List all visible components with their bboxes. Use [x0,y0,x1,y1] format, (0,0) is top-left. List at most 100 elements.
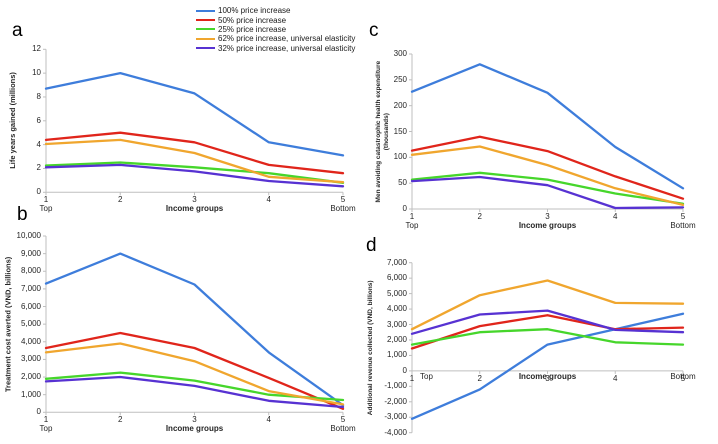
series-line-d-3 [410,328,685,346]
y-tick-label: -4,000 [384,427,407,437]
legend-label: 62% price increase, universal elasticity [218,34,356,44]
y-tick-label: 2,000 [386,334,407,344]
y-tick-label: -1,000 [384,381,407,391]
x-tick-label: 5 [680,211,686,221]
panel-letter-d: d [366,235,377,256]
series-line-a-2 [44,131,345,175]
x-tick-label: 2 [118,194,123,204]
y-tick-label: 8 [36,91,41,101]
panel-letter-c: c [369,20,379,41]
x-tick-label: 4 [613,211,618,221]
series-line-a-4 [44,138,345,184]
x-sublabel-top: Top [420,371,433,381]
y-tick-label: 3,000 [386,319,407,329]
y-tick-label: 4 [36,139,41,149]
series-line-c-5 [410,175,685,210]
x-axis-title: Income groups [165,423,224,433]
y-tick-label: 1,000 [20,389,41,399]
series-line-a-5 [44,163,345,188]
x-tick-label: 1 [409,211,415,221]
series-line-d-2 [410,314,685,350]
y-tick-label: 0 [36,187,41,197]
legend-label: 100% price increase [218,6,291,16]
series-line-d-4 [410,279,685,331]
legend-item: 62% price increase, universal elasticity [196,34,355,43]
y-tick-label: 6,000 [386,273,407,283]
x-sublabel-bottom: Bottom [330,423,356,433]
legend-color-line-icon [196,47,215,50]
y-tick-label: 150 [393,126,407,136]
legend-item: 32% price increase, universal elasticity [196,44,355,53]
y-tick-label: 4,000 [386,304,407,314]
x-tick-label: 3 [545,373,550,383]
series-line-a-3 [44,161,345,184]
x-tick-label: 2 [477,373,482,383]
x-sublabel-bottom: Bottom [670,220,696,230]
legend-item: 100% price increase [196,6,355,15]
x-tick-label: 3 [192,194,197,204]
legend-color-line-icon [196,9,215,12]
panel-letter-a: a [12,20,23,41]
x-tick-label: 1 [43,414,49,424]
x-sublabel-top: Top [39,203,53,213]
x-tick-label: 4 [613,373,618,383]
series-line-b-4 [44,342,345,406]
y-axis-title: Men avoiding catastrophic health expendi… [374,60,389,203]
x-axis-title: Income groups [165,203,224,213]
x-tick-label: 4 [266,414,271,424]
legend-color-line-icon [196,37,215,40]
y-tick-label: 5,000 [386,288,407,298]
panel-letter-b: b [17,204,28,225]
y-tick-label: 7,000 [20,283,41,293]
series-line-d-5 [410,309,685,335]
x-sublabel-bottom: Bottom [330,203,356,213]
y-tick-label: 10 [32,68,41,78]
y-tick-label: 9,000 [20,248,41,258]
x-tick-label: 2 [118,414,123,424]
x-sublabel-top: Top [405,220,419,230]
y-tick-label: 7,000 [386,257,407,267]
series-line-a-1 [44,71,345,157]
x-tick-label: 5 [340,414,346,424]
x-tick-label: 1 [43,194,49,204]
series-line-b-1 [44,252,345,407]
legend-label: 32% price increase, universal elasticity [218,43,356,53]
legend-color-line-icon [196,19,215,22]
y-tick-label: 6,000 [20,301,41,311]
y-tick-label: 0 [36,407,41,417]
y-tick-label: 200 [393,100,407,110]
x-tick-label: 5 [340,194,346,204]
y-axis-title: Additional revenue collected (VND, billi… [367,280,375,416]
y-tick-label: 10,000 [16,231,41,240]
y-tick-label: 100 [393,152,407,162]
y-tick-label: 4,000 [20,336,41,346]
chart-legend: 100% price increase 50% price increase 25%… [196,6,355,53]
legend-label: 25% price increase [218,24,287,34]
y-tick-label: 250 [393,74,407,84]
x-tick-label: 3 [545,211,550,221]
y-tick-label: 0 [402,365,407,375]
x-sublabel-bottom: Bottom [670,371,696,381]
y-tick-label: 5,000 [20,319,41,329]
legend-label: 50% price increase [218,15,287,25]
y-tick-label: 2 [36,163,41,173]
x-tick-label: 2 [477,211,482,221]
series-line-c-4 [410,145,685,207]
x-tick-label: 5 [680,373,686,383]
y-tick-label: 3,000 [20,354,41,364]
series-line-c-1 [410,63,685,190]
series-line-b-2 [44,331,345,410]
y-tick-label: 1,000 [386,350,407,360]
legend-item: 50% price increase [196,15,355,25]
series-line-c-3 [410,171,685,205]
y-axis-title: Life years gained (millions) [7,72,17,170]
y-axis-title: Treatment cost averted (VND, billions) [3,256,13,392]
y-tick-label: 300 [393,49,407,58]
y-tick-label: 12 [32,44,41,54]
series-line-d-1 [410,312,685,420]
y-tick-label: 8,000 [20,266,41,276]
y-tick-label: 6 [36,115,41,125]
x-tick-label: 3 [192,414,197,424]
